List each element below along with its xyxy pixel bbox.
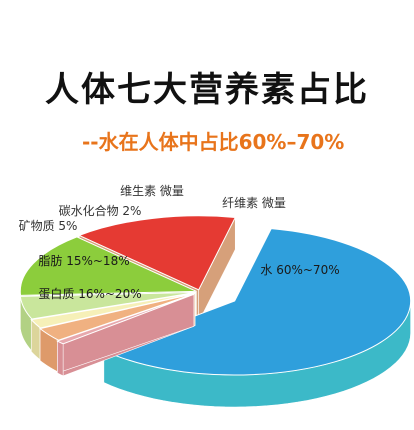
pie-slice <box>56 293 195 377</box>
pie-slice-top <box>77 215 237 291</box>
pie-slice-label: 矿物质 5% <box>19 219 78 233</box>
pie-slice-label: 蛋白质 16%~20% <box>38 286 141 301</box>
pie-slice <box>102 228 412 408</box>
pie-slice-top <box>56 293 195 345</box>
pie-slice-label: 碳水化合物 2% <box>59 203 142 218</box>
pie-slices <box>19 215 412 408</box>
pie-slice-label: 水 60%~70% <box>260 263 339 277</box>
pie-slice-label: 维生素 微量 <box>120 184 184 198</box>
pie-slice-top <box>19 236 197 296</box>
pie-slice-top <box>102 228 412 376</box>
pie-slice-label: 纤维素 微量 <box>222 196 286 210</box>
page-subtitle: --水在人体中占比60%–70% <box>82 130 345 154</box>
page-title: 人体七大营养素占比 <box>45 70 369 110</box>
pie-slice-label: 脂肪 15%~18% <box>38 253 129 268</box>
pie-slice-rim <box>57 340 64 377</box>
